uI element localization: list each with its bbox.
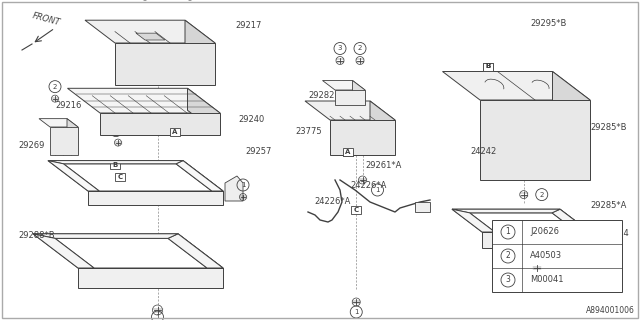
Text: 29240: 29240 xyxy=(238,116,264,124)
Text: 29285*A: 29285*A xyxy=(590,201,627,210)
Text: 1: 1 xyxy=(241,182,245,188)
Polygon shape xyxy=(85,20,215,43)
Bar xyxy=(492,220,622,292)
Text: 1: 1 xyxy=(375,187,380,193)
Text: J20626: J20626 xyxy=(530,228,559,236)
Polygon shape xyxy=(482,232,590,248)
Polygon shape xyxy=(100,113,220,135)
Bar xyxy=(342,148,353,156)
Text: 29295*B: 29295*B xyxy=(530,20,566,28)
Text: 2: 2 xyxy=(114,128,118,134)
Text: 29217: 29217 xyxy=(235,20,261,29)
Polygon shape xyxy=(67,119,78,155)
Text: C: C xyxy=(353,207,358,213)
Text: A: A xyxy=(172,129,178,135)
Polygon shape xyxy=(452,209,560,213)
Polygon shape xyxy=(48,161,183,164)
Polygon shape xyxy=(415,202,430,212)
Text: A40503: A40503 xyxy=(530,252,562,260)
Text: 3: 3 xyxy=(338,45,342,52)
Text: 23775: 23775 xyxy=(295,127,322,137)
Polygon shape xyxy=(502,238,522,248)
Polygon shape xyxy=(470,213,577,232)
Polygon shape xyxy=(115,43,215,85)
Text: 2: 2 xyxy=(540,192,544,197)
Polygon shape xyxy=(305,101,395,120)
Bar xyxy=(110,161,120,169)
Bar xyxy=(170,128,180,136)
Bar xyxy=(483,62,493,70)
Polygon shape xyxy=(136,33,165,40)
Polygon shape xyxy=(88,191,223,205)
Text: C: C xyxy=(117,174,123,180)
Text: 1: 1 xyxy=(156,314,160,320)
Polygon shape xyxy=(178,234,223,288)
Polygon shape xyxy=(442,71,590,100)
Text: 29285*B: 29285*B xyxy=(590,124,627,132)
Polygon shape xyxy=(67,88,220,113)
Polygon shape xyxy=(225,176,243,201)
Polygon shape xyxy=(55,238,207,268)
Polygon shape xyxy=(48,161,223,191)
Text: 29216: 29216 xyxy=(55,100,81,109)
Polygon shape xyxy=(330,120,395,155)
Polygon shape xyxy=(452,209,590,232)
Text: A894001006: A894001006 xyxy=(586,306,635,315)
Text: B: B xyxy=(485,63,491,69)
Polygon shape xyxy=(78,268,223,288)
Text: 1: 1 xyxy=(547,273,551,279)
Text: 29261*A: 29261*A xyxy=(365,161,401,170)
Bar xyxy=(342,148,353,156)
Polygon shape xyxy=(48,161,99,191)
Polygon shape xyxy=(552,71,590,180)
Text: 24242: 24242 xyxy=(470,148,496,156)
Text: 1: 1 xyxy=(354,309,358,315)
Text: 29257: 29257 xyxy=(245,148,271,156)
Text: FRONT: FRONT xyxy=(31,11,61,27)
Text: 1: 1 xyxy=(506,228,510,236)
Text: 29269: 29269 xyxy=(18,140,44,149)
Polygon shape xyxy=(370,101,395,155)
Bar xyxy=(115,173,125,181)
Polygon shape xyxy=(50,127,78,155)
Text: 24226*A: 24226*A xyxy=(350,180,387,189)
Text: A: A xyxy=(345,149,350,155)
Bar xyxy=(351,206,361,214)
Polygon shape xyxy=(552,209,590,232)
Text: M00041: M00041 xyxy=(530,276,563,284)
Polygon shape xyxy=(33,234,178,238)
Text: 2: 2 xyxy=(53,84,57,90)
Text: A: A xyxy=(345,149,350,155)
Text: W140044: W140044 xyxy=(590,228,630,237)
Polygon shape xyxy=(353,81,365,105)
Text: B: B xyxy=(485,63,491,69)
Polygon shape xyxy=(168,234,223,268)
Text: 29288*B: 29288*B xyxy=(18,230,54,239)
Text: B: B xyxy=(113,162,118,168)
Text: 24226*A: 24226*A xyxy=(314,197,350,206)
Polygon shape xyxy=(452,209,495,232)
Polygon shape xyxy=(185,20,215,85)
Polygon shape xyxy=(63,164,212,191)
Polygon shape xyxy=(176,161,223,191)
Bar xyxy=(483,62,493,70)
Text: 3: 3 xyxy=(506,276,511,284)
Polygon shape xyxy=(183,161,223,205)
Polygon shape xyxy=(480,100,590,180)
Text: 2: 2 xyxy=(506,252,510,260)
Polygon shape xyxy=(33,234,94,268)
Polygon shape xyxy=(33,234,223,268)
Polygon shape xyxy=(335,90,365,105)
Polygon shape xyxy=(39,119,78,127)
Polygon shape xyxy=(323,81,365,90)
Text: 29282: 29282 xyxy=(308,91,334,100)
Polygon shape xyxy=(560,209,590,248)
Polygon shape xyxy=(188,88,220,135)
Text: 2: 2 xyxy=(358,45,362,52)
